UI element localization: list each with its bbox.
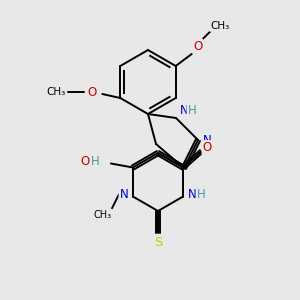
Text: CH₃: CH₃ <box>210 21 229 31</box>
Text: H: H <box>188 103 196 116</box>
Text: N: N <box>202 134 211 146</box>
Text: S: S <box>154 236 162 248</box>
Text: N: N <box>180 103 188 116</box>
Text: O: O <box>193 40 202 52</box>
Text: CH₃: CH₃ <box>47 87 66 97</box>
Text: O: O <box>202 141 212 154</box>
Text: N: N <box>119 188 128 201</box>
Text: H: H <box>91 155 99 168</box>
Text: H: H <box>197 188 206 201</box>
Text: CH₃: CH₃ <box>94 209 112 220</box>
Text: N: N <box>188 188 197 201</box>
Text: O: O <box>80 155 89 168</box>
Text: O: O <box>88 85 97 98</box>
